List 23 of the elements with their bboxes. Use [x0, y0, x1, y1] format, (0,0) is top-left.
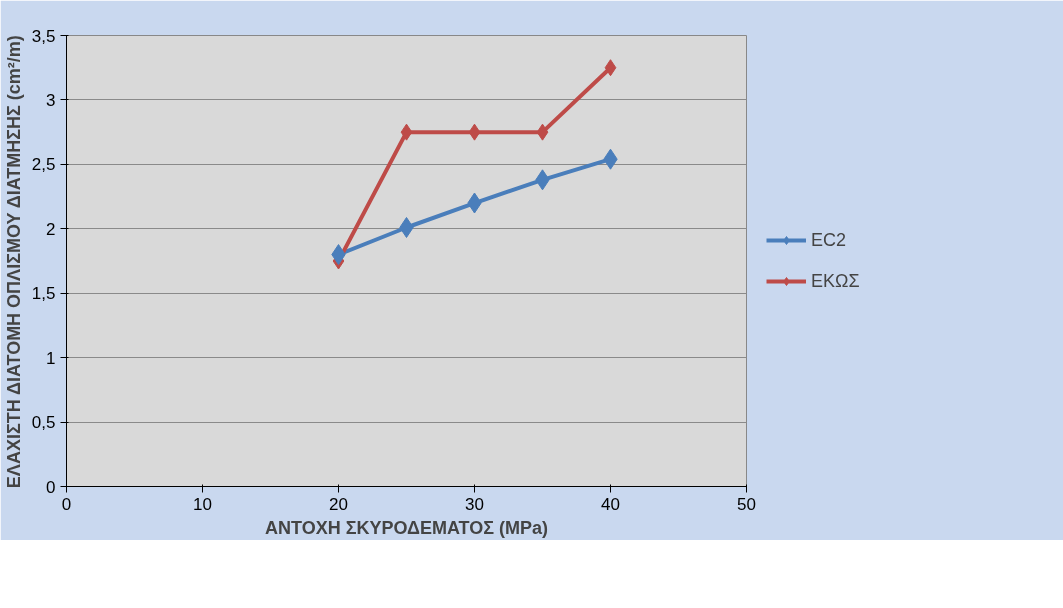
y-tick-label: 1,5 [31, 284, 56, 304]
legend-label: EC2 [811, 229, 847, 251]
x-tick-label: 0 [61, 494, 72, 514]
y-tick-label: 3,5 [31, 26, 56, 46]
x-tick-label: 40 [601, 494, 620, 514]
point [468, 123, 481, 141]
y-tick-label: 2,5 [31, 155, 56, 175]
point [400, 123, 413, 141]
y-tick-label: 1 [46, 348, 56, 368]
y-tick-label: 0,5 [31, 413, 56, 433]
point [536, 123, 549, 141]
y-tick-label: 3 [46, 90, 56, 110]
x-tick-label: 30 [465, 494, 484, 514]
x-tick-label: 10 [193, 494, 212, 514]
legend-label: ΕΚΩΣ [811, 270, 860, 292]
x-axis-title: ΑΝΤΟΧΗ ΣΚΥΡΟΔΕΜΑΤΟΣ (MPa) [265, 517, 548, 538]
y-tick-label: 2 [46, 219, 56, 239]
x-tick-label: 50 [737, 494, 756, 514]
point [399, 217, 414, 238]
x-tick-label: 20 [329, 494, 348, 514]
y-tick-label: 0 [46, 477, 56, 497]
point [604, 59, 617, 77]
y-axis-title: ΕΛΑΧΙΣΤΗ ΔΙΑΤΟΜΗ ΟΠΛΙΣΜΟΥ ΔΙΑΤΜΗΣΗΣ (cm²/m) [3, 35, 24, 489]
